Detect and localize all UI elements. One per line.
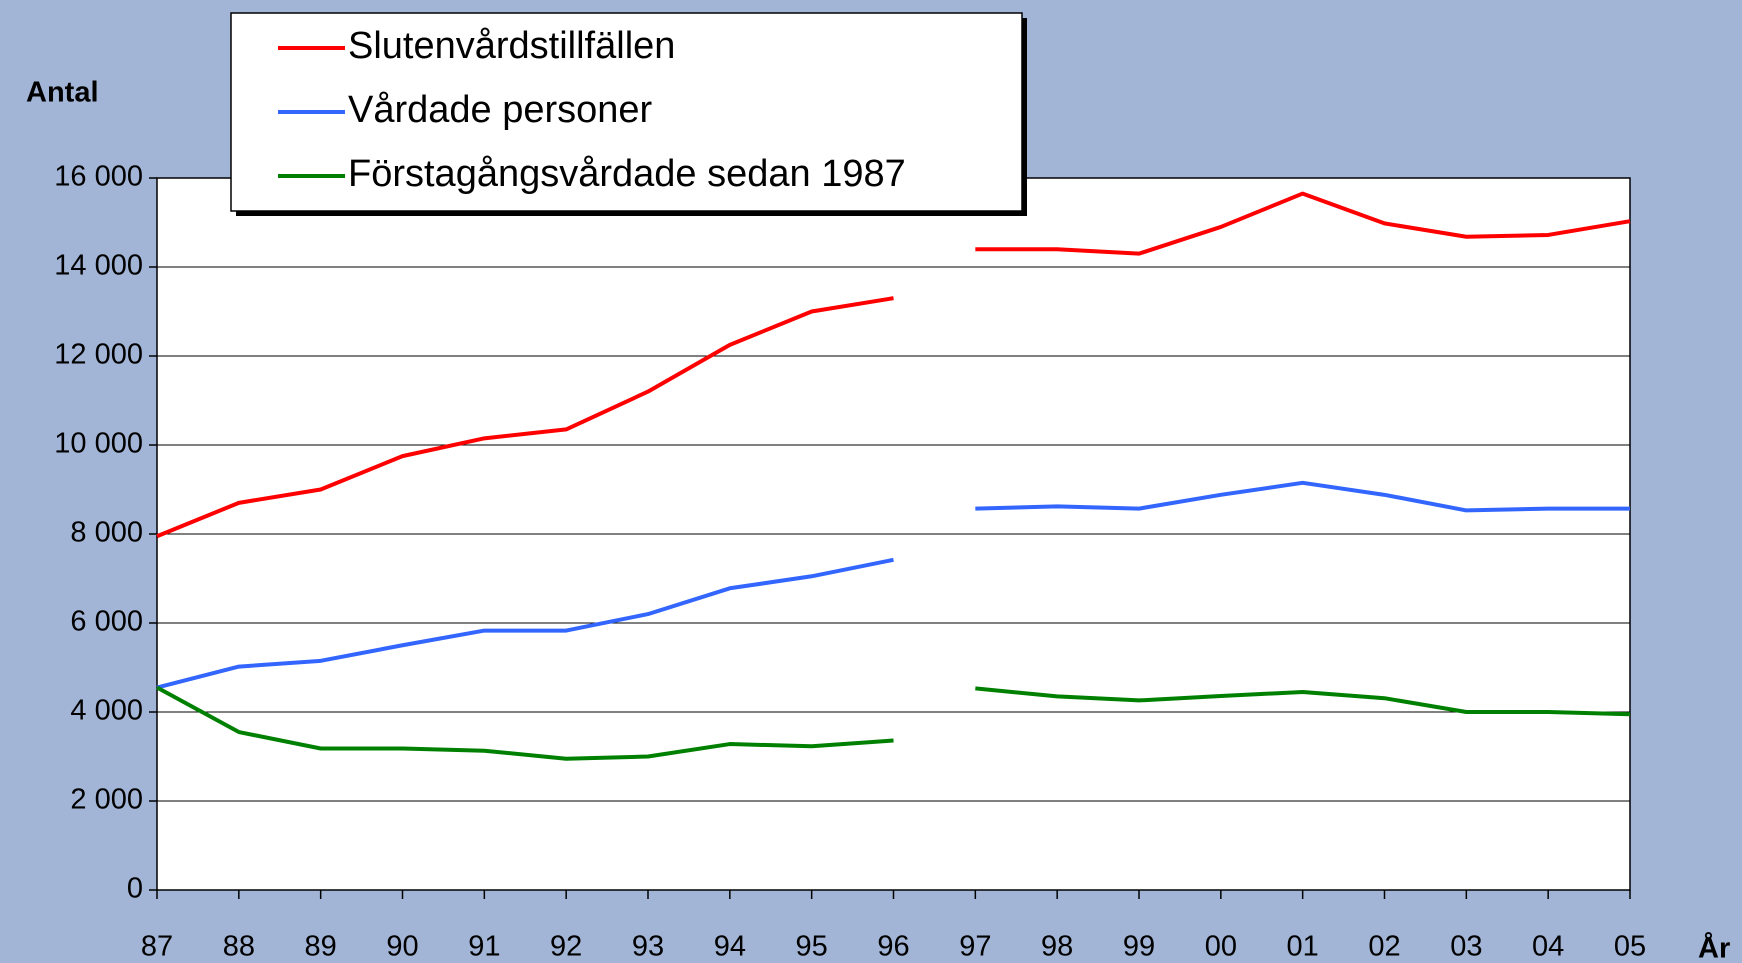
x-tick-label: 96	[877, 931, 909, 963]
y-tick-label: 0	[127, 873, 143, 905]
x-axis-label: År	[1698, 932, 1730, 963]
y-tick-label: 14 000	[54, 250, 143, 282]
x-tick-label: 00	[1205, 931, 1237, 963]
x-tick-label: 01	[1287, 931, 1319, 963]
y-tick-label: 8 000	[70, 517, 143, 549]
series-line	[975, 686, 1631, 717]
series-line	[975, 191, 1631, 256]
x-tick-label: 95	[796, 931, 828, 963]
x-tick-label: 02	[1368, 931, 1400, 963]
y-tick-label: 4 000	[70, 695, 143, 727]
y-tick-label: 12 000	[54, 339, 143, 371]
legend-label: Slutenvårdstillfällen	[348, 25, 675, 67]
series-line	[156, 296, 894, 539]
series-line	[156, 557, 894, 690]
y-axis-label: Antal	[26, 77, 99, 109]
x-tick-label: 87	[141, 931, 173, 963]
legend	[230, 12, 1023, 212]
series-line	[975, 480, 1630, 513]
y-tick-label: 10 000	[54, 428, 143, 460]
x-tick-label: 93	[632, 931, 664, 963]
x-tick-label: 88	[223, 931, 255, 963]
x-tick-label: 97	[959, 931, 991, 963]
x-tick-label: 03	[1450, 931, 1482, 963]
y-tick-label: 16 000	[54, 161, 143, 193]
y-tick-label: 2 000	[70, 784, 143, 816]
x-tick-label: 98	[1041, 931, 1073, 963]
y-tick-label: 6 000	[70, 606, 143, 638]
x-tick-label: 94	[714, 931, 746, 963]
x-tick-label: 92	[550, 931, 582, 963]
x-tick-label: 90	[386, 931, 418, 963]
x-tick-label: 99	[1123, 931, 1155, 963]
x-tick-label: 05	[1614, 931, 1646, 963]
legend-label: Vårdade personer	[348, 89, 653, 131]
x-tick-label: 91	[468, 931, 500, 963]
legend-label: Förstagångsvårdade sedan 1987	[348, 153, 906, 195]
x-tick-label: 89	[305, 931, 337, 963]
x-tick-label: 04	[1532, 931, 1564, 963]
series-line	[156, 685, 894, 761]
